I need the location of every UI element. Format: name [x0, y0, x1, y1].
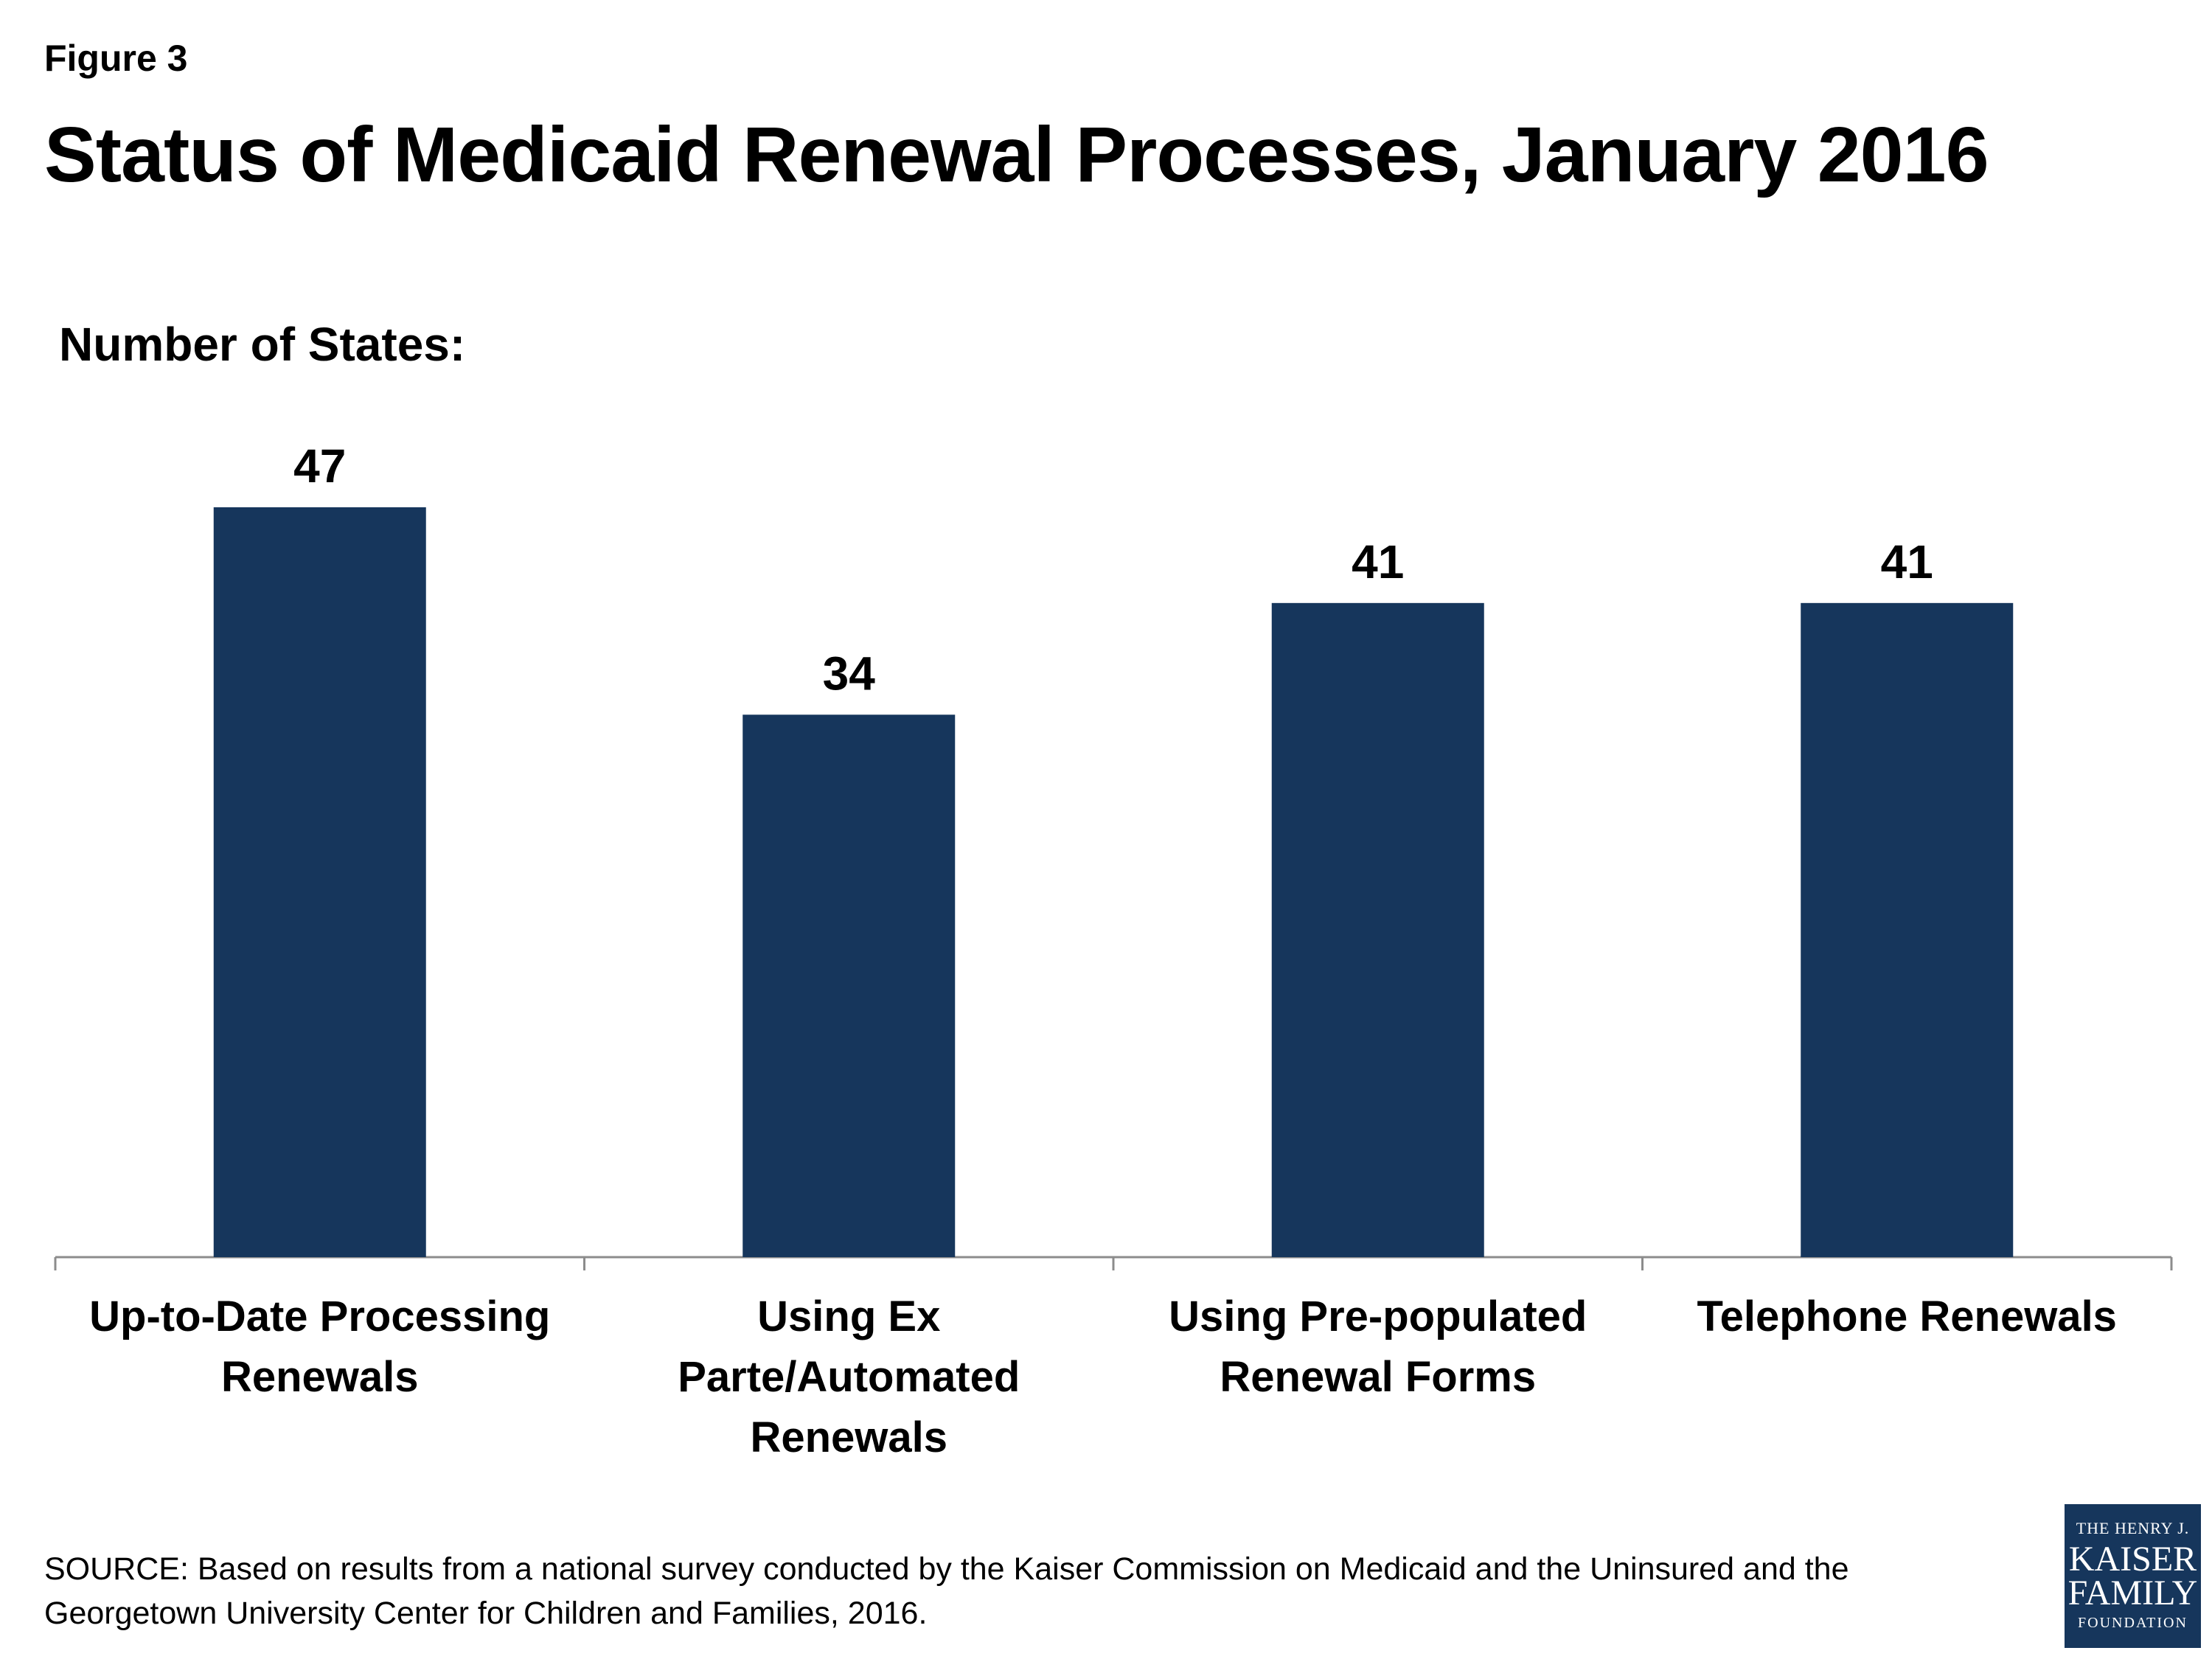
source-note: SOURCE: Based on results from a national…: [44, 1551, 1849, 1631]
logo-line-3: FAMILY: [2067, 1573, 2198, 1613]
bar-value-label: 47: [293, 439, 346, 493]
chart-subtitle: Number of States:: [59, 318, 466, 371]
bar-value-label: 41: [1881, 535, 1933, 588]
category-label: Using Pre-populated Renewal Forms: [1169, 1293, 1587, 1401]
chart-title: Status of Medicaid Renewal Processes, Ja…: [44, 111, 1989, 198]
bar-value-label: 41: [1352, 535, 1404, 588]
category-label: Telephone Renewals: [1697, 1293, 2117, 1340]
bar-4: [1801, 602, 2014, 1257]
logo-line-2: KAISER: [2068, 1540, 2197, 1579]
category-label: Using Ex Parte/Automated Renewals: [678, 1293, 1020, 1461]
bar-2: [742, 714, 956, 1257]
category-label: Up-to-Date Processing Renewals: [89, 1293, 551, 1401]
logo-line-4: FOUNDATION: [2078, 1615, 2188, 1631]
figure-label: Figure 3: [44, 38, 188, 79]
kaiser-family-foundation-logo: THE HENRY J. KAISER FAMILY FOUNDATION: [2065, 1504, 2201, 1648]
logo-line-1: THE HENRY J.: [2076, 1519, 2190, 1537]
bar-1: [213, 507, 426, 1257]
bar-3: [1271, 602, 1484, 1257]
bar-value-label: 34: [823, 647, 876, 700]
